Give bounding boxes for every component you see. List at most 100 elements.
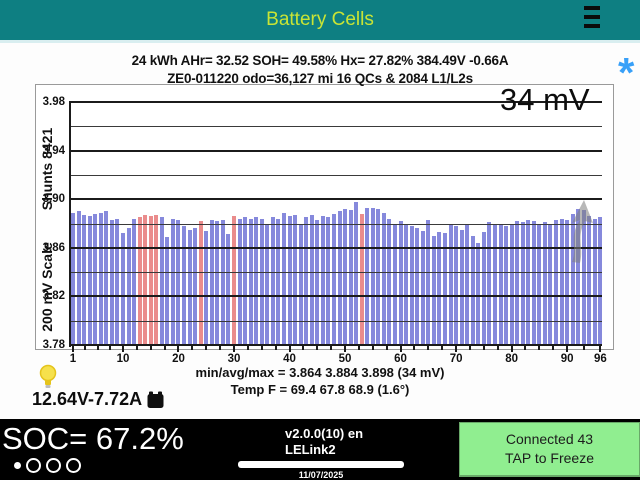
cell-bar — [276, 218, 281, 345]
cell-bar — [398, 221, 403, 345]
x-tick-label: 60 — [394, 353, 407, 365]
x-tick-minor — [260, 345, 263, 350]
x-tick-label: 80 — [505, 353, 519, 365]
cell-bar — [404, 224, 409, 345]
cell-bar — [420, 230, 425, 345]
gridline-major — [69, 198, 602, 201]
x-tick-minor — [316, 345, 319, 350]
app-version: v2.0.0(10) en — [285, 426, 364, 441]
cell-bar — [193, 228, 198, 345]
cell-bar — [304, 217, 309, 345]
cell-bar — [520, 222, 525, 345]
x-tick-minor — [135, 345, 138, 350]
cell-bar — [565, 219, 570, 345]
cell-bar — [154, 215, 159, 345]
x-tick-minor — [205, 345, 208, 350]
cell-bar — [232, 216, 236, 345]
cell-bar — [159, 217, 164, 345]
adapter-name: LELink2 — [285, 442, 336, 457]
cell-bar — [71, 212, 75, 345]
gridline-major — [69, 344, 602, 346]
soc-readout: SOC= 67.2% — [2, 421, 184, 456]
x-tick-minor — [538, 345, 541, 350]
swipe-hint-arrow-icon — [560, 196, 602, 271]
cell-bar — [504, 225, 509, 345]
version-block: v2.0.0(10) en LELink2 — [285, 426, 363, 458]
cell-bar — [76, 211, 81, 345]
cell-bar — [287, 216, 292, 345]
plot-area[interactable]: 3.98 3.94 3.90 3.86 3.82 3.78 1 10 20 30 40 50 60 70 8… — [43, 96, 607, 365]
cell-bar — [82, 215, 87, 345]
cell-bar — [104, 211, 109, 345]
y-axis-label-scale: 200 mV Scale — [39, 242, 55, 332]
cell-bar — [509, 223, 514, 345]
x-tick-minor — [371, 345, 374, 350]
cell-bar — [587, 216, 592, 345]
tip-lightbulb-icon[interactable] — [38, 364, 58, 396]
cell-bar — [554, 219, 559, 345]
header-bar — [0, 0, 640, 40]
log-date: 11/07/2025 — [298, 470, 344, 480]
cell-bar — [387, 218, 392, 345]
aux-battery-readout: 12.64V-7.72A — [32, 389, 143, 409]
cell-bar — [298, 223, 303, 345]
cell-bar — [137, 217, 142, 345]
x-tick-minor — [330, 345, 333, 350]
cell-bar — [148, 216, 153, 345]
cell-bar — [215, 221, 220, 345]
x-tick-minor — [109, 345, 112, 350]
cell-bar — [581, 210, 586, 345]
cell-bar — [459, 229, 464, 345]
gridline-major — [69, 246, 602, 249]
gridline-minor — [69, 223, 602, 225]
aux-battery-icon[interactable] — [147, 391, 164, 414]
page-dot-active — [14, 461, 21, 469]
x-tick-major — [121, 345, 124, 352]
cell-bar — [331, 213, 336, 345]
x-tick-minor — [552, 345, 555, 350]
x-tick-major — [455, 345, 458, 352]
gridline-major — [69, 101, 602, 103]
cell-bar — [470, 235, 475, 345]
cell-bar — [204, 230, 209, 345]
cell-bar — [348, 210, 353, 345]
cell-bar — [98, 212, 103, 345]
cell-bar — [265, 224, 270, 345]
cell-bar — [93, 213, 98, 345]
x-tick-minor — [246, 345, 249, 350]
cell-bar — [198, 221, 203, 345]
cell-bar — [481, 232, 486, 345]
page-indicator[interactable] — [14, 457, 81, 473]
y-tick-label: 3.86 — [42, 241, 65, 254]
page-dot — [26, 457, 41, 473]
cell-bar — [281, 212, 286, 345]
cell-bar — [370, 207, 375, 345]
cell-bar — [309, 215, 314, 345]
gridline-minor — [69, 272, 602, 274]
cell-bar — [559, 218, 564, 345]
cell-bar — [476, 242, 481, 345]
connection-status-button[interactable]: Connected 43 TAP to Freeze — [459, 422, 640, 477]
page-dot — [46, 457, 61, 473]
hamburger-menu-icon[interactable] — [584, 6, 601, 29]
cell-bar — [487, 222, 492, 345]
connection-status-text: Connected 43 — [505, 431, 594, 447]
x-tick-minor — [274, 345, 277, 350]
cell-bar — [393, 223, 398, 345]
cell-voltage-chart-panel[interactable]: Shunts 8421 200 mV Scale 3.98 3.94 3.90 3.8… — [35, 84, 614, 365]
cell-bar — [320, 216, 325, 345]
cell-bar — [293, 215, 298, 345]
cell-bar — [270, 217, 275, 345]
cell-bar — [465, 223, 470, 345]
x-tick-minor — [163, 345, 166, 350]
y-tick-label: 3.98 — [42, 96, 65, 108]
x-tick-major — [233, 345, 235, 352]
cell-bar — [259, 218, 264, 345]
pack-stats-line: 24 kWh AHr= 32.52 SOH= 49.58% Hx= 27.82%… — [131, 53, 509, 68]
x-tick-minor — [496, 345, 499, 350]
bottom-status-bar: SOC= 67.2% v2.0.0(10) en LELink2 11/07/2… — [0, 419, 640, 480]
vin-odometer-line: ZE0-011220 odo=36,127 mi 16 QCs & 2084 L… — [167, 71, 473, 86]
cell-bar — [109, 219, 114, 345]
cell-bar — [209, 219, 214, 345]
